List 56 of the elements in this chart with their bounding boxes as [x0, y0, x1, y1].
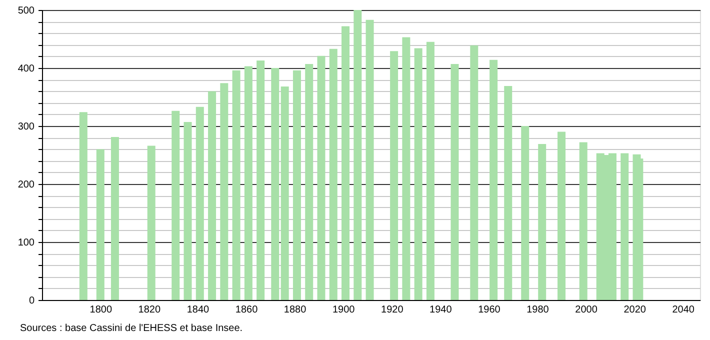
bar — [426, 42, 434, 300]
bar — [521, 126, 530, 300]
y-tick-label: 0 — [28, 296, 35, 306]
x-tick-label: 2040 — [672, 304, 695, 316]
y-tick-label: 100 — [18, 238, 35, 248]
bar — [342, 26, 350, 300]
x-tick-label: 1800 — [90, 304, 112, 316]
bar — [184, 122, 192, 300]
bar — [608, 153, 616, 300]
x-tick-label: 1840 — [186, 304, 210, 316]
bar — [504, 86, 512, 300]
y-tick-label: 300 — [18, 122, 35, 132]
bar — [317, 56, 326, 300]
bar — [232, 70, 240, 300]
bar — [79, 112, 88, 300]
bar — [110, 137, 119, 300]
bar — [292, 70, 301, 300]
bar — [579, 142, 588, 300]
y-tick-label: 400 — [18, 64, 35, 74]
x-tick-label: 2000 — [575, 304, 598, 316]
y-tick-label: 200 — [18, 180, 35, 190]
bar — [208, 91, 216, 300]
x-tick-label: 2020 — [624, 304, 646, 316]
bar — [354, 10, 362, 300]
bar — [280, 86, 289, 300]
x-tick-label: 1860 — [235, 304, 258, 316]
bar — [390, 51, 398, 300]
bar — [220, 83, 228, 300]
bar — [450, 64, 459, 300]
bar — [632, 154, 641, 300]
bar — [147, 146, 156, 300]
bar — [366, 20, 374, 300]
bar — [172, 110, 180, 300]
x-tick-label: 1920 — [381, 304, 404, 316]
bar — [244, 66, 252, 300]
source-note: Sources : base Cassini de l'EHESS et base Insee. — [20, 323, 243, 334]
bar — [305, 64, 314, 300]
x-tick-label: 1820 — [138, 304, 161, 316]
bar — [620, 153, 629, 300]
bar — [96, 149, 104, 300]
bar — [558, 132, 566, 300]
bar — [414, 48, 422, 300]
bar — [329, 48, 338, 300]
x-tick-label: 1980 — [526, 304, 550, 316]
y-tick-label: 500 — [18, 6, 35, 16]
bar — [271, 68, 280, 300]
x-tick-label: 1940 — [430, 304, 452, 316]
bar — [196, 106, 204, 300]
bar — [402, 37, 410, 300]
x-tick-label: 1960 — [478, 304, 501, 316]
x-tick-label: 1900 — [332, 304, 356, 316]
bar — [470, 45, 478, 300]
bar — [538, 144, 546, 300]
x-tick-label: 1880 — [284, 304, 307, 316]
bar — [490, 60, 498, 300]
bar — [256, 60, 265, 300]
